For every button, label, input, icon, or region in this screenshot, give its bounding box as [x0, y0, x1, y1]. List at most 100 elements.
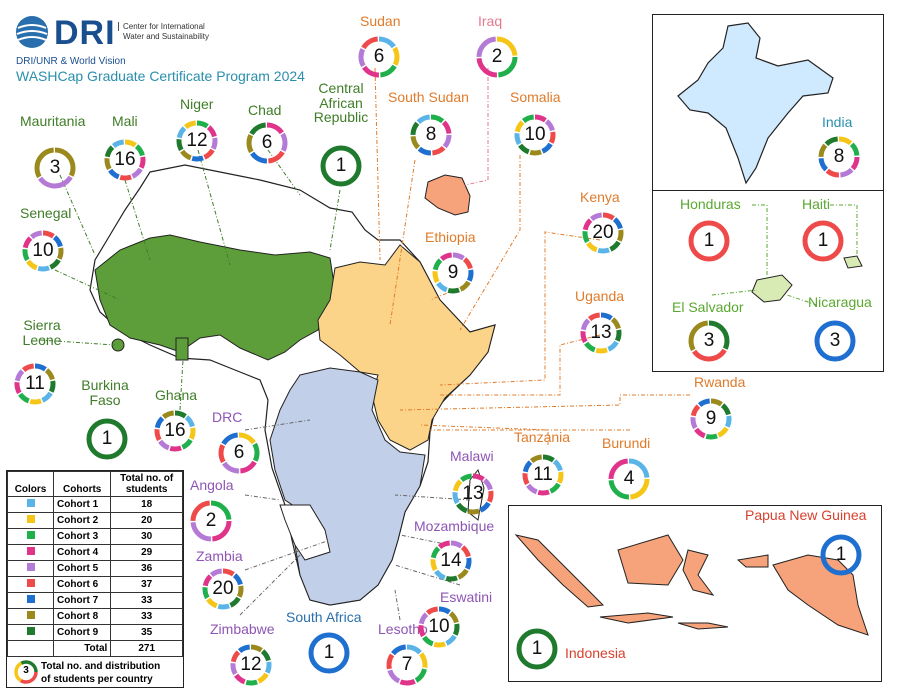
- legend-cohort-name: Cohort 1: [53, 496, 112, 513]
- west-africa-region: [94, 234, 336, 361]
- ring-south-africa: [308, 632, 350, 674]
- ring-segment: [688, 320, 730, 362]
- ring-burundi: [608, 458, 650, 500]
- ring-segment: [690, 398, 732, 440]
- label-drc: DRC: [212, 409, 243, 425]
- legend-panel: Colors Cohorts Total no. of students Coho…: [6, 470, 184, 688]
- ring-count: 1: [817, 230, 829, 251]
- ring-count: 1: [335, 155, 347, 176]
- ring-count: 16: [114, 149, 136, 170]
- partners-text: DRI/UNR & World Vision: [16, 56, 126, 67]
- ring-segment: [202, 568, 244, 610]
- ring-segment: [688, 320, 730, 362]
- ring-segment: [202, 568, 244, 610]
- ring-segment: [14, 363, 56, 405]
- ring-segment: [452, 473, 494, 515]
- legend-col-total: Total no. of students: [110, 471, 183, 497]
- ring-count: 3: [49, 157, 61, 178]
- ring-segment: [202, 568, 244, 610]
- ring-honduras: [688, 220, 730, 262]
- label-indonesia: Indonesia: [565, 645, 626, 661]
- ring-segment: [104, 139, 146, 181]
- ring-segment: [514, 114, 556, 156]
- ring-segment: [418, 606, 460, 648]
- legend-row: Cohort 6 37: [6, 576, 183, 593]
- ring-segment: [34, 147, 76, 189]
- legend-cohort-name: Cohort 3: [53, 528, 112, 545]
- ring-segment: [358, 36, 400, 78]
- legend-row: Cohort 8 33: [6, 608, 183, 625]
- legend-cohort-total: 33: [110, 608, 183, 625]
- label-south-africa: South Africa: [286, 609, 362, 625]
- ring-haiti: [802, 220, 844, 262]
- ring-segment: [246, 122, 288, 164]
- ring-count: 1: [703, 230, 715, 251]
- legend-col-cohorts: Cohorts: [53, 471, 112, 497]
- ring-segment: [22, 230, 64, 272]
- label-india: India: [822, 114, 853, 130]
- ring-ghana: [154, 410, 196, 452]
- ring-segment: [230, 644, 272, 686]
- ring-segment: [452, 473, 494, 515]
- legend-col-colors: Colors: [6, 471, 55, 497]
- label-somalia: Somalia: [510, 89, 561, 105]
- ring-count: 1: [835, 544, 847, 565]
- ring-iraq: [476, 36, 518, 78]
- ring-segment: [452, 473, 494, 515]
- legend-cohort-total: 30: [110, 528, 183, 545]
- ring-count: 7: [401, 654, 413, 675]
- ring-segment: [522, 454, 564, 496]
- ring-segment: [688, 320, 730, 362]
- ring-count: 6: [233, 442, 245, 463]
- ring-segment: [14, 363, 56, 405]
- ring-segment: [308, 632, 350, 674]
- ring-count: 2: [491, 46, 503, 67]
- ring-count: 1: [531, 638, 543, 659]
- ring-segment: [358, 36, 400, 78]
- legend-cohort-name: Cohort 2: [53, 512, 112, 529]
- ring-segment: [104, 139, 146, 181]
- ring-segment: [430, 540, 472, 582]
- ring-count: 9: [447, 262, 459, 283]
- ring-segment: [514, 114, 556, 156]
- ring-count: 6: [373, 46, 385, 67]
- ring-segment: [154, 410, 196, 452]
- legend-row: Cohort 5 36: [6, 560, 183, 577]
- ring-segment: [176, 120, 218, 162]
- ring-segment: [104, 139, 146, 181]
- legend-cohort-name: Cohort 8: [53, 608, 112, 625]
- legend-total-value: 271: [110, 640, 183, 657]
- ring-south-sudan: [410, 114, 452, 156]
- ring-ethiopia: [432, 252, 474, 294]
- ring-segment: [190, 500, 232, 542]
- ring-count: 2: [205, 510, 217, 531]
- ring-rwanda: [690, 398, 732, 440]
- label-iraq: Iraq: [478, 13, 503, 29]
- legend-row: Cohort 2 20: [6, 512, 183, 529]
- ring-segment: [418, 606, 460, 648]
- ring-segment: [514, 114, 556, 156]
- ring-uganda: [580, 312, 622, 354]
- legend-cohort-total: 35: [110, 624, 183, 641]
- ring-drc: [218, 432, 260, 474]
- ring-zambia: [202, 568, 244, 610]
- ring-count: 20: [212, 578, 234, 599]
- ring-somalia: [514, 114, 556, 156]
- ring-segment: [522, 454, 564, 496]
- ring-segment: [218, 432, 260, 474]
- label-uganda: Uganda: [575, 288, 625, 304]
- ring-segment: [230, 644, 272, 686]
- ring-segment: [516, 628, 558, 670]
- ring-chad: [246, 122, 288, 164]
- label-mali: Mali: [112, 113, 138, 129]
- ring-segment: [34, 147, 76, 189]
- ring-count: 12: [186, 130, 208, 151]
- ring-segment: [14, 363, 56, 405]
- legend-sample-ring: [14, 660, 38, 684]
- ring-senegal: [22, 230, 64, 272]
- ring-segment: [154, 410, 196, 452]
- ring-count: 12: [240, 654, 262, 675]
- ring-segment: [104, 139, 146, 181]
- legend-cohort-total: 36: [110, 560, 183, 577]
- legend-cohort-total: 33: [110, 592, 183, 609]
